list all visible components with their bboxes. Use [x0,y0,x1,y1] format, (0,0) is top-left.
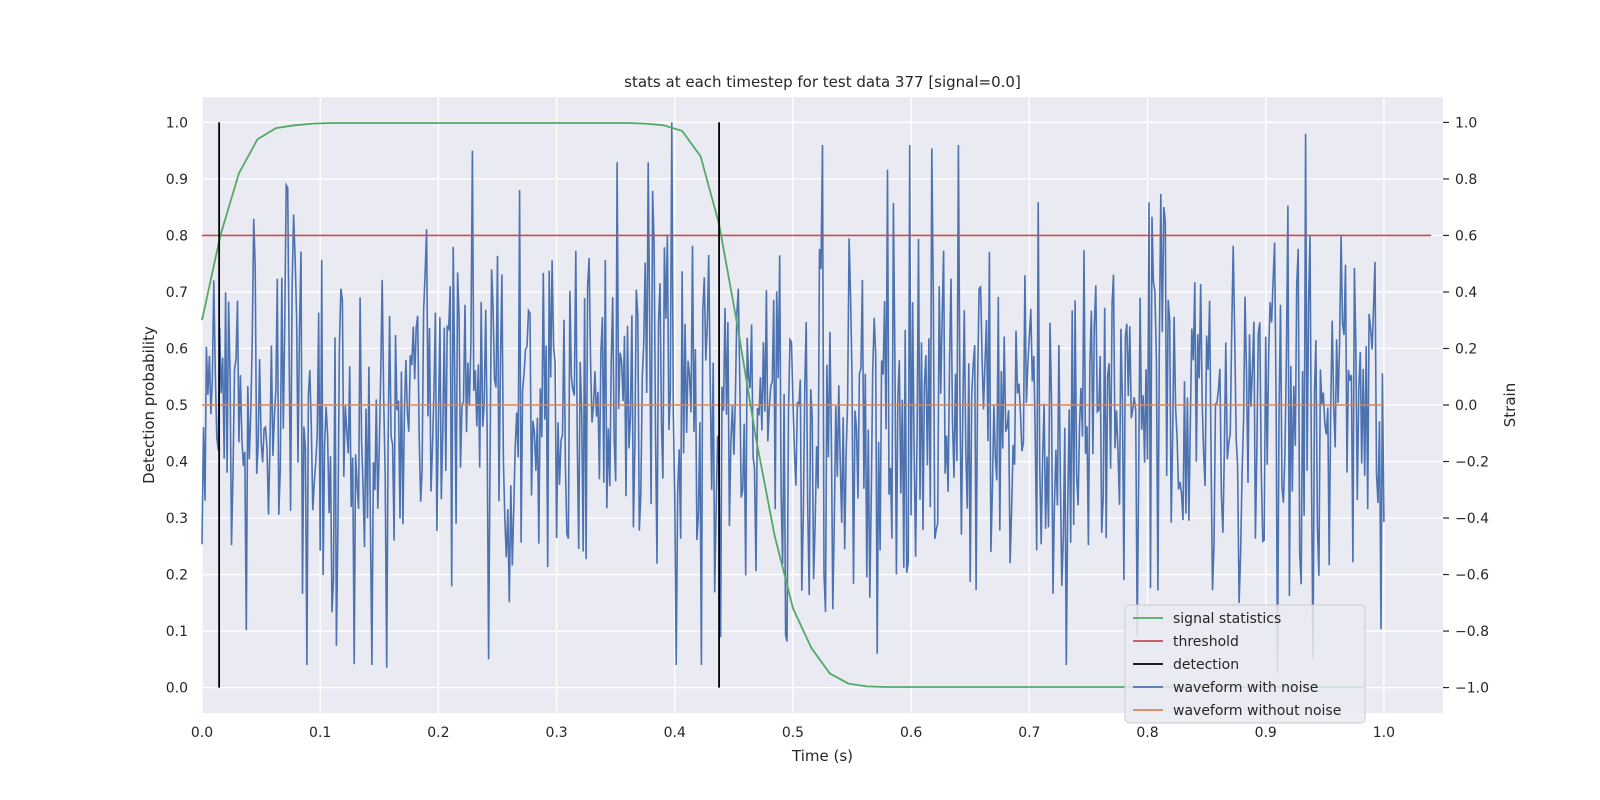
y-left-tick-label: 0.4 [166,455,188,471]
y-left-tick-label: 0.5 [166,398,188,414]
legend: signal statistics threshold detection wavef… [1124,604,1366,724]
y-axis-right-label: Strain [1501,383,1519,427]
x-axis-label: Time (s) [791,747,853,765]
y-right-tick-label: −0.6 [1455,568,1489,584]
y-axis-left-label: Detection probability [140,326,158,484]
legend-entry-label: detection [1173,657,1239,673]
legend-box [1124,604,1366,724]
legend-entry-label: waveform without noise [1173,703,1341,719]
y-left-tick-label: 1.0 [166,115,188,131]
y-right-tick-label: 0.4 [1455,285,1477,301]
y-left-tick-label: 0.9 [166,172,188,188]
chart-title: stats at each timestep for test data 377… [624,73,1021,91]
series-waveform-with-noise [201,122,1385,674]
x-tick-label: 0.2 [427,725,449,741]
x-tick-label: 1.0 [1373,725,1395,741]
y-right-tick-label: −0.4 [1455,511,1489,527]
legend-entry-label: signal statistics [1173,611,1281,627]
y-left-tick-label: 0.8 [166,228,188,244]
x-tick-label: 0.5 [782,725,804,741]
y-right-tick-label: −0.8 [1455,624,1489,640]
y-right-tick-label: 0.0 [1455,398,1477,414]
y-left-tick-label: 0.2 [166,568,188,584]
y-left-tick-label: 0.1 [166,624,188,640]
y-left-tick-label: 0.3 [166,511,188,527]
y-left-tick-label: 0.7 [166,285,188,301]
y-right-tick-label: 1.0 [1455,115,1477,131]
x-tick-label: 0.7 [1018,725,1040,741]
ticks-layer: 0.0 0.1 0.2 0.3 0.4 0.5 0.6 0.7 0.8 0.9 1.0 0.0 0.1 0… [166,115,1489,741]
legend-entry-label: waveform with noise [1173,680,1318,696]
y-right-tick-label: −1.0 [1455,681,1489,697]
x-tick-label: 0.1 [309,725,331,741]
y-left-tick-label: 0.6 [166,341,188,357]
legend-entry-label: threshold [1173,634,1239,650]
y-right-tick-label: 0.6 [1455,228,1477,244]
y-left-tick-label: 0.0 [166,681,188,697]
x-tick-label: 0.3 [545,725,567,741]
x-tick-label: 0.9 [1255,725,1277,741]
x-tick-label: 0.0 [191,725,213,741]
x-tick-label: 0.4 [664,725,686,741]
x-tick-label: 0.8 [1136,725,1158,741]
y-right-tick-label: 0.2 [1455,341,1477,357]
y-right-tick-label: −0.2 [1455,455,1489,471]
y-right-tick-label: 0.8 [1455,172,1477,188]
x-tick-label: 0.6 [900,725,922,741]
